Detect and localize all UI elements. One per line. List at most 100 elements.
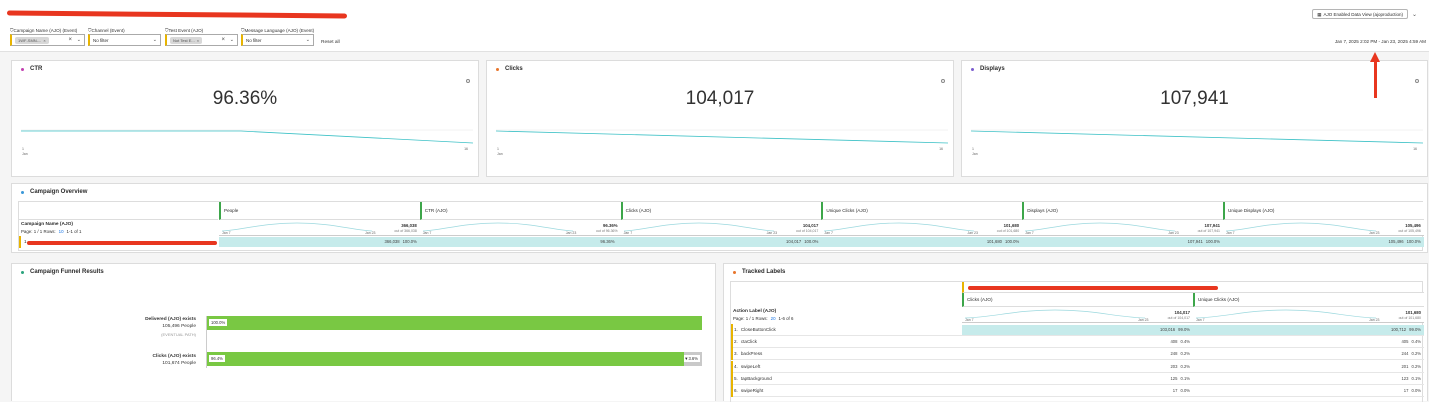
metric-summary: Jan 7 Jan 23 96.36% out of 96.36% (419, 220, 621, 236)
step-people: 105,496 People (162, 323, 196, 329)
table-cell[interactable]: 107,941 100.0% (1022, 237, 1223, 247)
metric-summary: Jan 7 Jan 23 104,017 out of 104,017 (962, 307, 1193, 323)
dimension-header[interactable]: Campaign Name (AJO) (21, 222, 73, 227)
funnel-bar[interactable]: 100.0% (207, 316, 702, 330)
table-row[interactable]: 1. CloseButtonClick 103,016 99.0% 100,712 99.… (731, 324, 1424, 336)
chevron-down-icon[interactable]: ⌄ (229, 37, 234, 43)
clear-icon[interactable]: × (68, 37, 72, 43)
table-cell[interactable]: 96.36% (419, 237, 621, 247)
metric-summary: Jan 7 Jan 23 101,680 out of 101,680 (1193, 307, 1424, 323)
funnel-panel: Campaign Funnel Results Delivered (AJO) … (11, 263, 716, 401)
metric-summary: Jan 7 Jan 23 105,496 out of 105,496 (1223, 220, 1424, 236)
table-cell[interactable]: 405 0.4% (1193, 337, 1424, 347)
step-name: Clicks (AJO) exists (152, 354, 196, 359)
metric-total: 101,680 (1003, 223, 1020, 228)
axis-start: Jan 7 (623, 231, 633, 235)
axis-start-sub: Jan (22, 152, 28, 156)
filter-label: Campaign Name (AJO) (Event) (13, 28, 78, 33)
page-range: 1-1 of 1 (66, 229, 82, 234)
cell-percent: 0.0% (1411, 388, 1421, 393)
axis-end: Jan 23 (1138, 318, 1149, 322)
filter-label: Message Language (AJO) (Event) (244, 28, 315, 33)
rows-select[interactable]: 10 (58, 229, 64, 234)
info-icon[interactable] (1415, 79, 1419, 83)
table-row[interactable]: 3. backPress 248 0.2% 244 0.2% (731, 348, 1424, 361)
step-people: 101,674 People (162, 360, 196, 366)
metric-outof: out of 101,680 (996, 229, 1020, 233)
rows-select[interactable]: 20 (770, 316, 776, 321)
filter-label: Test Event (AJO) (168, 28, 204, 33)
metric-outof: out of 101,680 (1398, 316, 1421, 320)
table-row[interactable]: 4. swipeLeft 203 0.2% 201 0.2% (731, 360, 1424, 373)
row-accent (731, 372, 733, 385)
axis-start: 1 (972, 147, 974, 151)
table-cell[interactable]: 244 0.2% (1193, 349, 1424, 359)
dataview-selector[interactable]: ▦ AJO Enabled Data View (ajoproduction) ⌄ (1312, 9, 1417, 19)
info-icon[interactable] (466, 79, 470, 83)
axis-start: Jan 7 (1226, 231, 1235, 235)
table-cell[interactable]: 17 0.0% (1193, 386, 1424, 396)
table-cell[interactable]: 408 0.4% (962, 337, 1193, 347)
table-cell[interactable]: 203 0.2% (962, 362, 1193, 372)
metric-header[interactable]: Unique Clicks (AJO) (821, 202, 1023, 220)
date-range[interactable]: Jan 7, 2025 2:02 PM - Jan 23, 2025 4:59 … (1334, 39, 1426, 44)
metric-summary: Jan 7 Jan 23 104,017 out of 104,017 (620, 220, 822, 236)
tracked-labels-panel: Tracked Labels Action Label (AJO) Page: … (723, 263, 1428, 402)
filter-message-language[interactable]: ⛉Message Language (AJO) (Event) No filte… (241, 28, 314, 46)
table-cell[interactable]: 366,038 100.0% (219, 237, 420, 247)
filter-label: Channel (Event) (91, 28, 125, 33)
table-cell[interactable]: 125 0.1% (962, 374, 1193, 384)
table-cell[interactable]: 17 0.0% (962, 386, 1193, 396)
table-cell[interactable]: 104,017 100.0% (620, 237, 822, 247)
chevron-down-icon[interactable]: ⌄ (76, 37, 81, 43)
chevron-down-icon[interactable]: ⌄ (152, 37, 157, 43)
reset-all-link[interactable]: Reset all (321, 40, 340, 45)
table-cell[interactable]: 103,016 99.0% (962, 325, 1193, 335)
sparkline (422, 222, 573, 232)
clear-icon[interactable]: × (221, 37, 225, 43)
table-cell[interactable]: 105,496 100.0% (1223, 237, 1424, 247)
axis-end: Jan 23 (1369, 318, 1380, 322)
chevron-down-icon[interactable]: ⌄ (1411, 11, 1417, 18)
chevron-down-icon[interactable]: ⌄ (305, 37, 310, 43)
axis-end: 16 (464, 147, 468, 151)
row-number: 3. (734, 351, 738, 357)
row-accent (731, 360, 733, 373)
axis-start-sub: Jan (972, 152, 978, 156)
table-cell[interactable]: 100,712 99.0% (1193, 325, 1424, 335)
funnel-bar[interactable]: 96.4% (207, 352, 685, 366)
metric-header[interactable]: Unique Clicks (AJO) (1193, 293, 1424, 307)
metric-header[interactable]: CTR (AJO) (419, 202, 621, 220)
metric-header[interactable]: People (219, 202, 420, 220)
tag-close-icon[interactable]: × (43, 37, 46, 43)
table-row[interactable]: 5. tapBackground 125 0.1% 123 0.1% (731, 372, 1424, 385)
table-row[interactable]: 6. swipeRight 17 0.0% 17 0.0% (731, 385, 1424, 397)
filter-tag: Not Test E... (173, 37, 195, 43)
metric-header[interactable]: Unique Displays (AJO) (1223, 202, 1424, 220)
filter-test-event[interactable]: ⛉Test Event (AJO) Not Test E... × × ⌄ (165, 28, 238, 46)
series-dot (733, 270, 736, 274)
tag-close-icon[interactable]: × (196, 37, 200, 43)
filter-campaign[interactable]: ⛉Campaign Name (AJO) (Event) 1WF-SMN-...… (10, 28, 85, 46)
pagination: Page: 1 / 1 Rows: 20 1-6 of 6 (733, 316, 793, 321)
metric-header[interactable]: Clicks (AJO) (962, 293, 1193, 307)
filter-channel[interactable]: ⛉Channel (Event) No filter ⌄ (88, 28, 161, 46)
metric-header[interactable]: Displays (AJO) (1022, 202, 1223, 220)
redaction-mark (27, 241, 217, 245)
dimension-header[interactable]: Action Label (AJO) (733, 309, 777, 314)
axis-start: Jan 7 (1025, 231, 1034, 235)
page-range: 1-6 of 6 (778, 316, 794, 321)
row-accent (731, 348, 733, 361)
table-cell[interactable]: 101,680 100.0% (821, 237, 1023, 247)
metric-header[interactable]: Clicks (AJO) (620, 202, 822, 220)
table-cell[interactable]: 123 0.1% (1193, 374, 1424, 384)
sparkline (496, 129, 948, 144)
info-icon[interactable] (941, 79, 945, 83)
cell-percent: 100.0% (1406, 239, 1421, 244)
table-cell[interactable]: 248 0.2% (962, 349, 1193, 359)
metric-total: 96.36% (603, 223, 618, 228)
table-row[interactable]: 1. (19, 236, 218, 248)
table-row[interactable]: 2. ctaClick 408 0.4% 405 0.4% (731, 336, 1424, 349)
table-cell[interactable]: 201 0.2% (1193, 362, 1424, 372)
sparkline (971, 129, 1423, 144)
